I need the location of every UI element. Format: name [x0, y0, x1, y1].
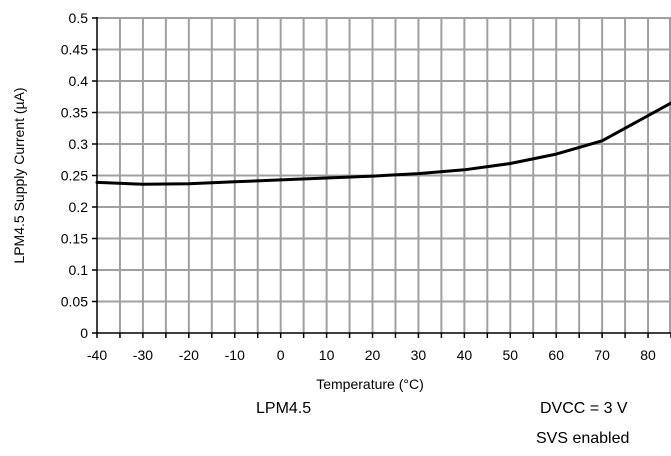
x-tick-label: 70: [594, 347, 610, 363]
x-tick-label: 0: [277, 347, 285, 363]
x-tick-label: 50: [502, 347, 518, 363]
x-tick-label: 20: [365, 347, 381, 363]
y-tick-label: 0.05: [61, 294, 88, 310]
x-tick-label: -40: [87, 347, 107, 363]
y-tick-label: 0.4: [69, 73, 89, 89]
y-tick-label: 0.15: [61, 231, 88, 247]
x-tick-label: 30: [411, 347, 427, 363]
x-axis-title: Temperature (°C): [316, 376, 424, 392]
y-tick-label: 0.2: [69, 199, 89, 215]
tick-labels: -40 -30 -20 -10 0 10 20 30 40 50 60 70 80 0 0.05 0.1 0.1…: [61, 10, 656, 363]
x-tick-label: -20: [179, 347, 199, 363]
y-axis-title: LPM4.5 Supply Current (µA): [11, 87, 27, 263]
y-tick-label: 0.25: [61, 168, 88, 184]
x-tick-label: -10: [225, 347, 245, 363]
series-line: [95, 101, 671, 186]
series-layer: [95, 101, 671, 186]
condition-note: LPM4.5: [256, 400, 312, 417]
x-tick-label: 40: [457, 347, 473, 363]
svs-note: SVS enabled: [536, 430, 630, 447]
y-tick-label: 0.1: [69, 262, 89, 278]
x-tick-label: 60: [548, 347, 564, 363]
y-tick-label: 0.5: [69, 10, 89, 26]
x-tick-label: 80: [640, 347, 656, 363]
axes: [92, 17, 671, 338]
x-tick-label: -30: [133, 347, 153, 363]
y-tick-label: 0.3: [69, 136, 89, 152]
y-tick-label: 0.35: [61, 105, 88, 121]
y-tick-label: 0.45: [61, 42, 88, 58]
y-tick-label: 0: [80, 325, 88, 341]
x-tick-label: 10: [319, 347, 335, 363]
dvcc-note: DVCC = 3 V: [540, 400, 628, 417]
